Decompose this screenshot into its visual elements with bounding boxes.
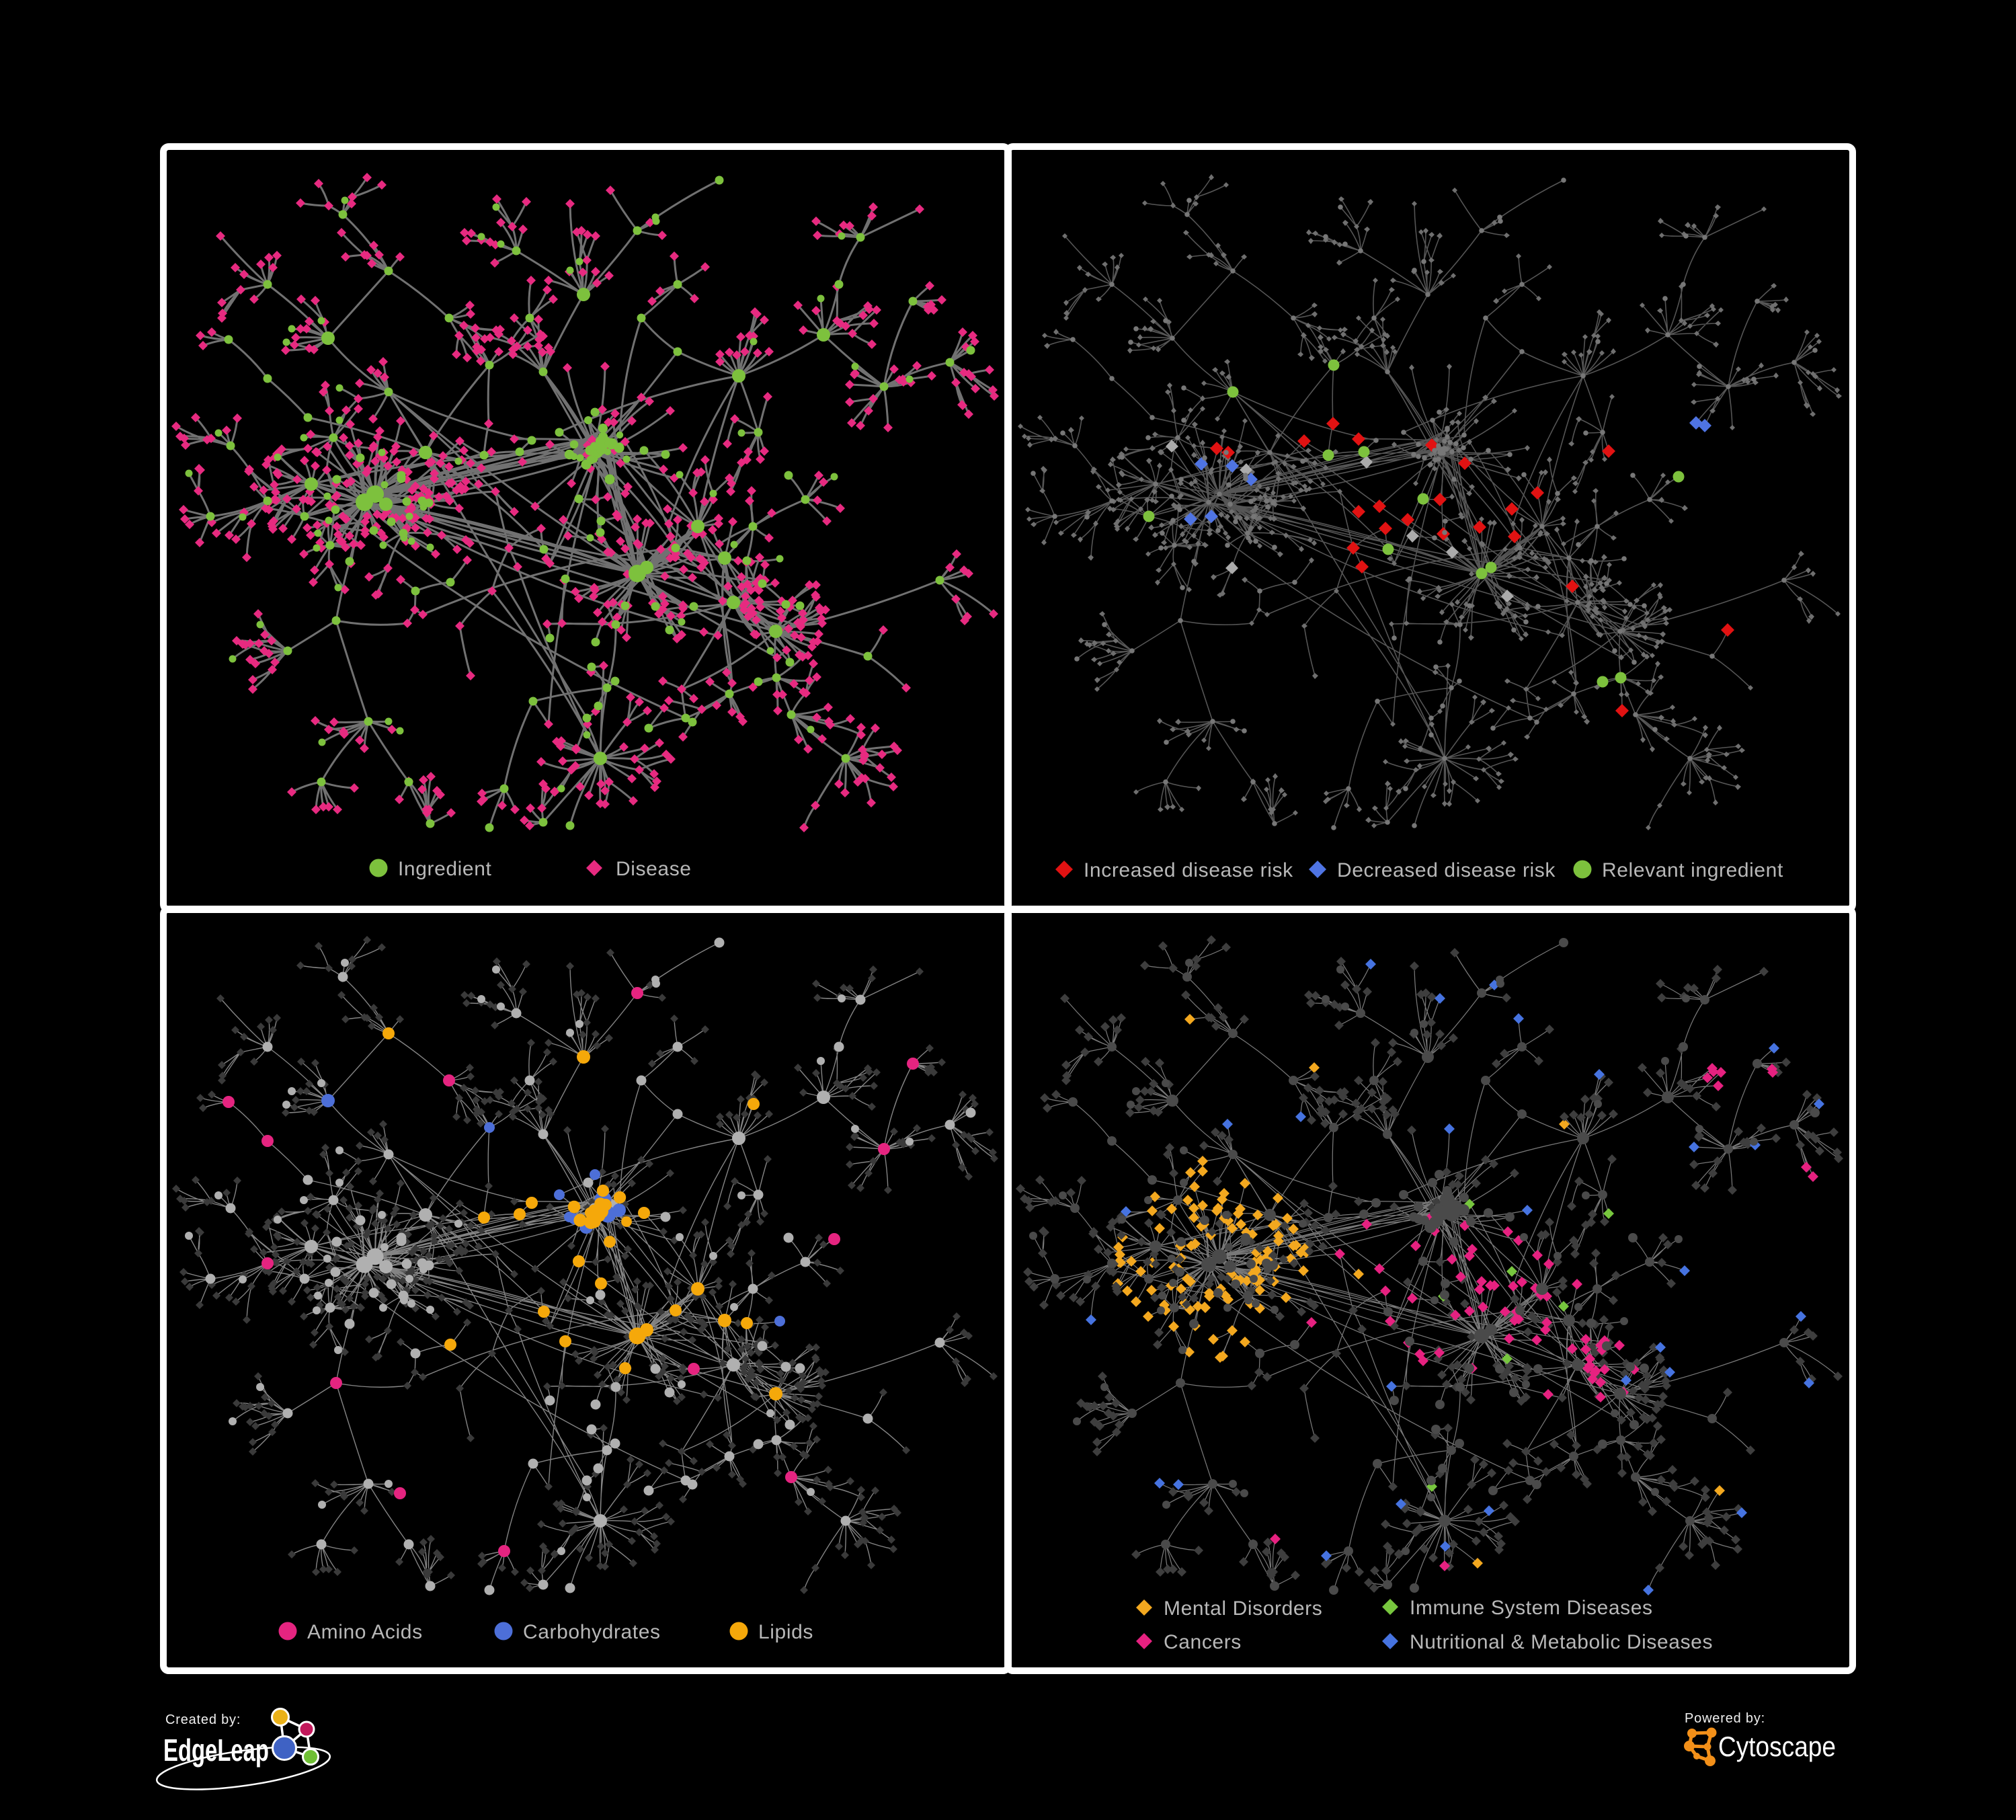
svg-text:Lipids: Lipids: [758, 1621, 813, 1643]
svg-text:Cytoscape: Cytoscape: [1718, 1731, 1836, 1762]
svg-text:Immune System Diseases: Immune System Diseases: [1410, 1597, 1653, 1619]
svg-text:Amino Acids: Amino Acids: [307, 1621, 423, 1643]
svg-text:Mental Disorders: Mental Disorders: [1164, 1597, 1322, 1620]
svg-text:Disease: Disease: [616, 858, 692, 880]
svg-text:Cancers: Cancers: [1164, 1631, 1242, 1653]
svg-text:Created by:: Created by:: [165, 1712, 241, 1727]
svg-text:Carbohydrates: Carbohydrates: [523, 1621, 661, 1643]
svg-text:Powered by:: Powered by:: [1685, 1711, 1765, 1726]
svg-text:Ingredient: Ingredient: [398, 858, 491, 880]
svg-text:Nutritional & Metabolic Diseas: Nutritional & Metabolic Diseases: [1410, 1631, 1713, 1653]
svg-text:Relevant ingredient: Relevant ingredient: [1602, 859, 1783, 881]
svg-text:Decreased disease risk: Decreased disease risk: [1337, 859, 1556, 881]
svg-text:Increased disease risk: Increased disease risk: [1084, 859, 1293, 881]
